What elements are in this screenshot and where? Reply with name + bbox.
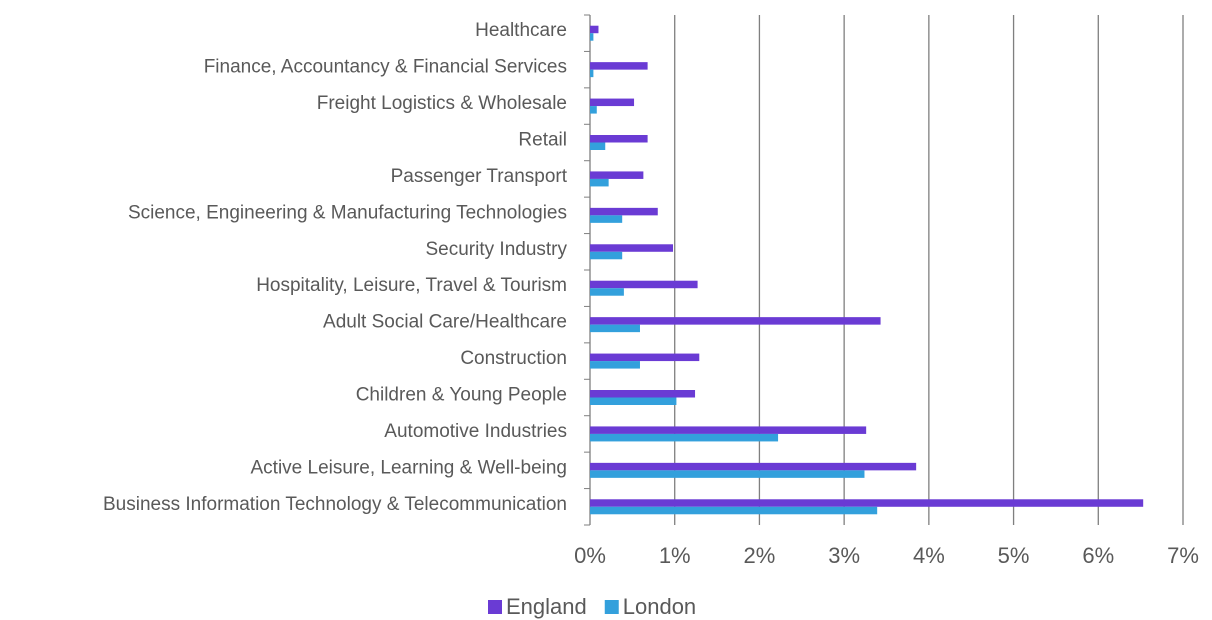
bar (590, 106, 597, 114)
y-tick-label: Retail (518, 130, 567, 151)
x-tick-label: 0% (574, 543, 606, 568)
bar (590, 390, 696, 398)
x-tick-label: 5% (998, 543, 1030, 568)
bar (590, 499, 1144, 507)
x-tick-label: 4% (913, 543, 945, 568)
bar (590, 433, 779, 442)
bar (590, 62, 648, 70)
legend-swatch (488, 600, 502, 614)
bar (590, 288, 624, 296)
bar (590, 324, 640, 333)
bar (590, 353, 700, 362)
y-tick-label: Adult Social Care/Healthcare (323, 312, 567, 333)
x-tick-label: 7% (1167, 543, 1199, 568)
bar (590, 397, 677, 405)
y-tick-label: Science, Engineering & Manufacturing Tec… (128, 202, 567, 223)
y-tick-label: Passenger Transport (391, 166, 568, 187)
bar (590, 251, 623, 260)
y-tick-label: Finance, Accountancy & Financial Service… (204, 57, 567, 78)
x-tick-label: 1% (659, 543, 691, 568)
bar (590, 361, 640, 369)
bar (590, 25, 599, 34)
y-tick-label: Healthcare (475, 20, 567, 41)
bar (590, 33, 594, 41)
bar (590, 506, 878, 515)
bar (590, 69, 594, 78)
y-tick-label: Security Industry (426, 239, 568, 260)
bar (590, 207, 658, 216)
legend-label: England (506, 594, 587, 619)
y-tick-label: Automotive Industries (384, 421, 567, 442)
bar (590, 135, 648, 143)
y-tick-label: Active Leisure, Learning & Well-being (251, 457, 568, 478)
bar (590, 142, 606, 150)
x-tick-label: 6% (1082, 543, 1114, 568)
x-tick-label: 3% (828, 543, 860, 568)
y-tick-label: Business Information Technology & Teleco… (103, 494, 567, 515)
bar (590, 98, 635, 107)
y-tick-label: Children & Young People (356, 385, 567, 406)
bar (590, 215, 623, 223)
y-tick-label: Construction (460, 348, 567, 369)
bar (590, 178, 609, 187)
bar (590, 171, 644, 179)
y-tick-label: Freight Logistics & Wholesale (317, 93, 567, 114)
bar (590, 280, 698, 289)
bar (590, 317, 881, 325)
y-tick-label: Hospitality, Leisure, Travel & Tourism (256, 275, 567, 296)
bar (590, 462, 917, 471)
bar (590, 244, 674, 252)
legend-label: London (623, 594, 696, 619)
bar (590, 426, 867, 434)
x-tick-label: 2% (744, 543, 776, 568)
bar (590, 470, 865, 478)
legend-swatch (604, 600, 619, 614)
